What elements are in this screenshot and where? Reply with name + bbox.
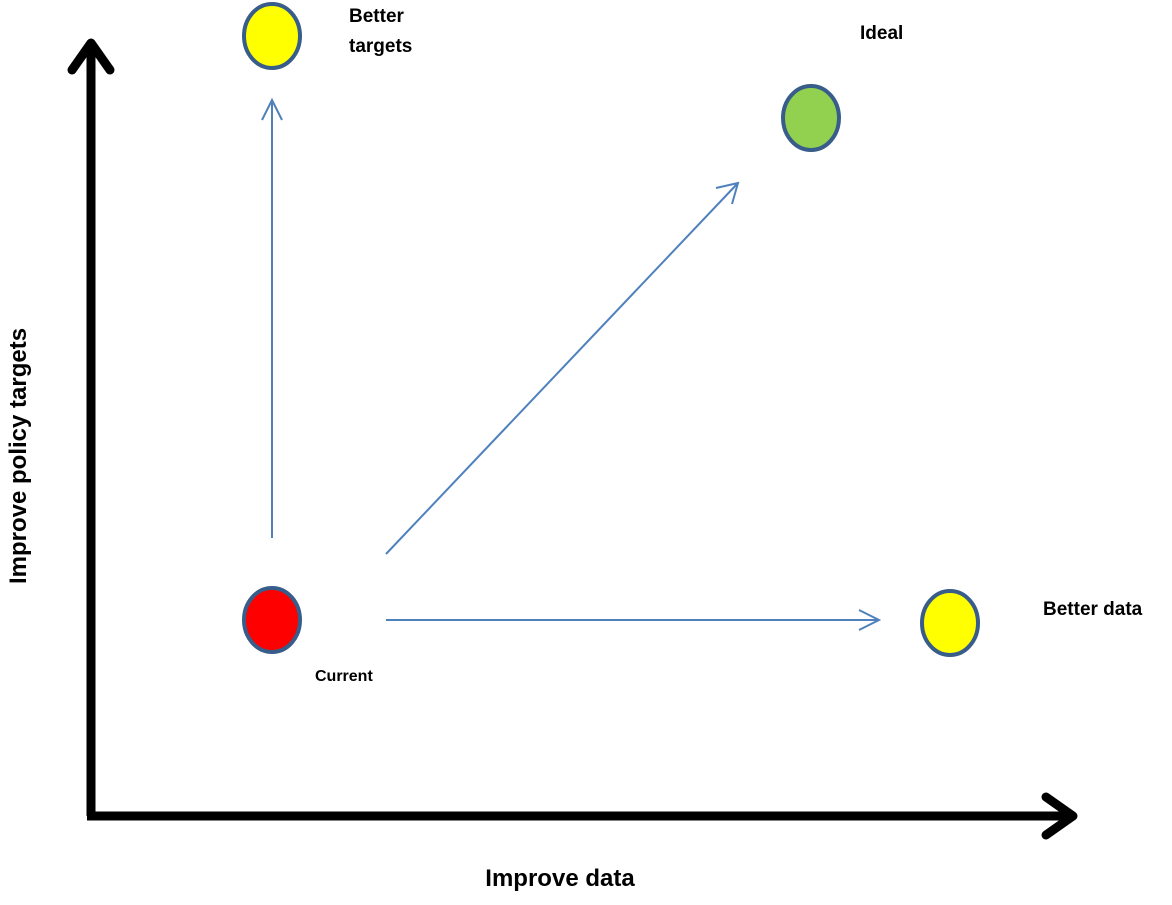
ideal-node [781, 84, 841, 152]
transition-arrows [261, 97, 882, 631]
x-axis-label: Improve data [485, 865, 635, 892]
x-axis-arrowhead [1041, 792, 1078, 840]
better-targets-label-line2: targets [349, 36, 412, 57]
arrow-to-ideal [385, 182, 739, 555]
y-axis-arrowhead [67, 38, 115, 75]
y-axis-label: Improve policy targets [5, 328, 32, 584]
current-label: Current [315, 668, 373, 685]
better-targets-node [242, 2, 302, 70]
better-data-label: Better data [1043, 599, 1143, 620]
arrowhead-ideal [715, 181, 740, 205]
arrowhead-better-targets [261, 97, 283, 121]
better-data-node [920, 589, 980, 657]
better-targets-label-line1: Better [349, 6, 405, 27]
arrowhead-better-data [858, 609, 882, 631]
axes [67, 38, 1078, 840]
current-node [242, 586, 302, 654]
ideal-label: Ideal [860, 23, 903, 44]
nodes [242, 2, 980, 657]
node-labels: Better targets Ideal Current Better data [315, 6, 1143, 685]
